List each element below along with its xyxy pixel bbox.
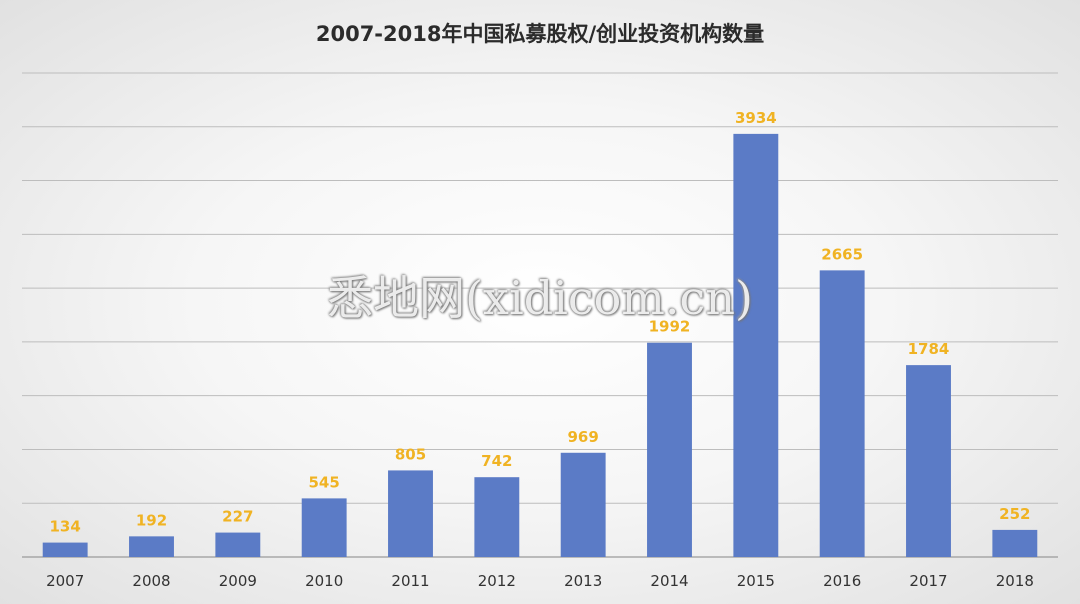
chart-title: 2007-2018年中国私募股权/创业投资机构数量 [315, 22, 765, 46]
value-label-2013: 969 [568, 428, 599, 446]
bar-2009 [215, 532, 261, 557]
bar-2016 [819, 270, 865, 557]
x-tick-label-2011: 2011 [391, 572, 429, 590]
x-tick-label-2010: 2010 [305, 572, 343, 590]
value-label-2015: 3934 [735, 109, 777, 127]
gridlines [22, 72, 1058, 558]
value-label-2008: 192 [136, 511, 167, 529]
x-tick-label-2018: 2018 [996, 572, 1034, 590]
x-tick-label-2015: 2015 [737, 572, 775, 590]
value-label-2017: 1784 [908, 340, 950, 358]
x-tick-label-2009: 2009 [219, 572, 257, 590]
value-label-2018: 252 [999, 505, 1030, 523]
value-label-2012: 742 [481, 452, 512, 470]
x-tick-label-2008: 2008 [132, 572, 170, 590]
x-tick-label-2013: 2013 [564, 572, 602, 590]
bar-2007 [42, 542, 88, 557]
x-tick-label-2016: 2016 [823, 572, 861, 590]
bar-2010 [301, 498, 347, 557]
x-tick-label-2007: 2007 [46, 572, 84, 590]
value-label-2014: 1992 [649, 318, 691, 336]
bar-2018 [992, 529, 1038, 557]
bar-2013 [560, 452, 606, 557]
value-label-2009: 227 [222, 508, 253, 526]
bar-2008 [129, 536, 174, 557]
x-tick-label-2014: 2014 [650, 572, 688, 590]
value-label-2010: 545 [309, 473, 340, 491]
bars [42, 133, 1038, 557]
value-label-2007: 134 [50, 518, 81, 536]
bar-2012 [474, 477, 520, 557]
bar-2014 [647, 342, 692, 557]
x-tick-label-2012: 2012 [478, 572, 516, 590]
value-label-2016: 2665 [821, 245, 863, 263]
bar-2015 [733, 133, 779, 557]
bar-2011 [388, 470, 433, 557]
value-label-2011: 805 [395, 445, 426, 463]
x-axis-tick-labels: 2007 2008 2009 2010 2011 2012 2013 2014 2015 2016… [46, 572, 1034, 590]
value-labels: 134 192 227 545 805 742 969 1992 3934 2665 1784 252 [50, 109, 1031, 536]
bar-2017 [906, 365, 951, 557]
x-tick-label-2017: 2017 [909, 572, 947, 590]
